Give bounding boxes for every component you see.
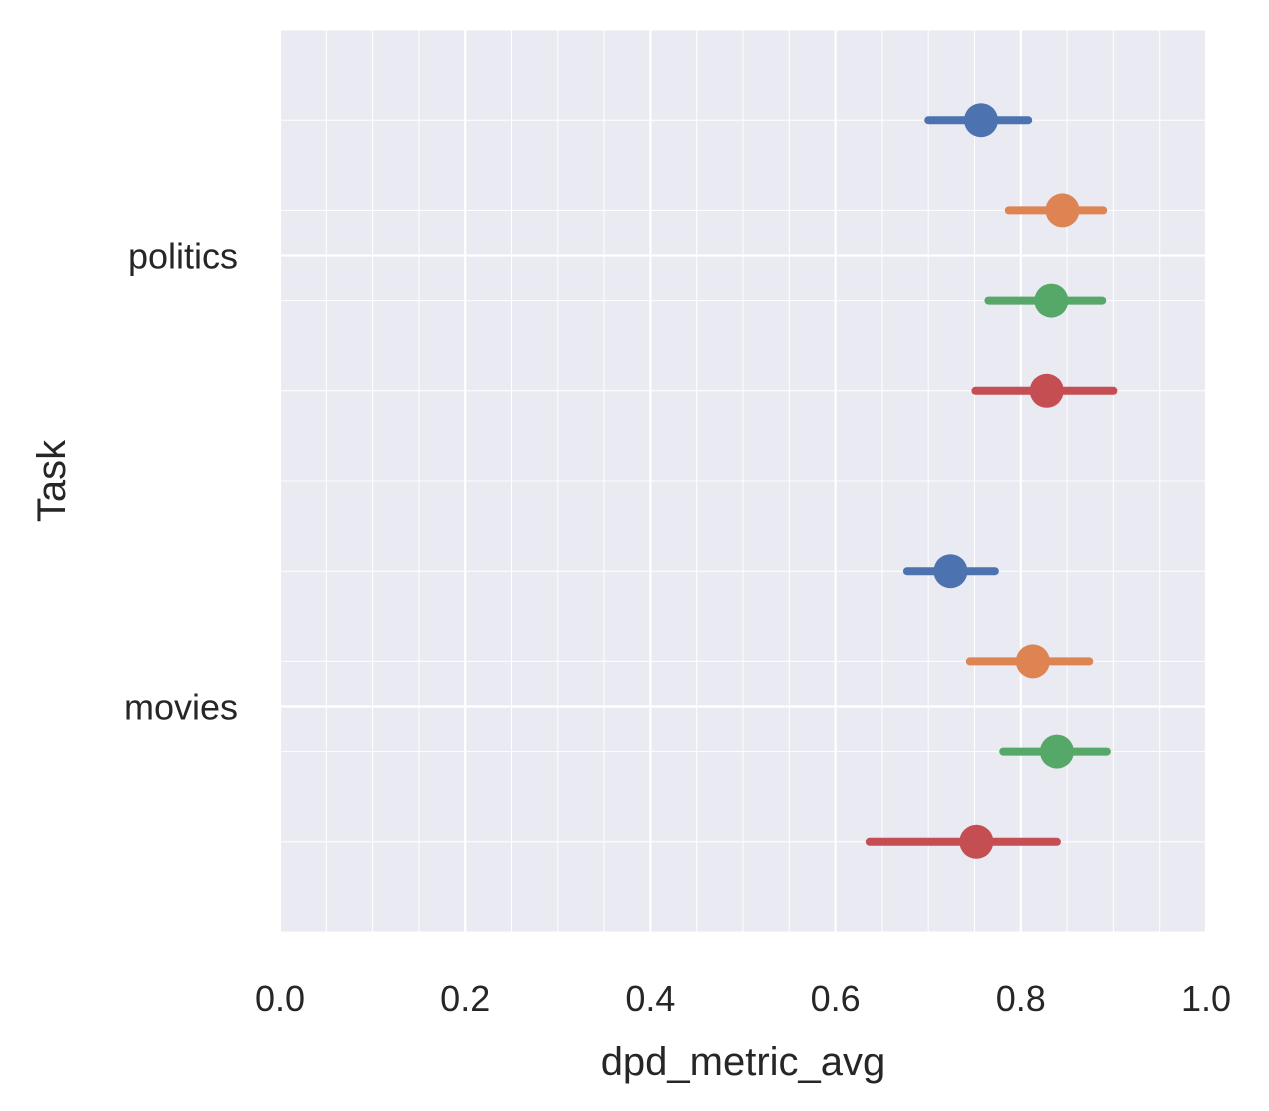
y-axis-label: Task (30, 439, 74, 522)
point-marker (933, 554, 968, 589)
point-marker (959, 824, 994, 859)
point-marker (1039, 734, 1074, 769)
x-tick-label: 0.6 (811, 978, 861, 1019)
y-tick-label: politics (128, 236, 238, 277)
y-tick-label: movies (124, 687, 238, 728)
grid (278, 29, 1208, 933)
x-tick-label: 1.0 (1181, 978, 1231, 1019)
x-tick-label: 0.8 (996, 978, 1046, 1019)
point-marker (1029, 373, 1064, 408)
y-tick-labels: politics movies (124, 236, 238, 728)
point-marker (963, 103, 998, 138)
point-marker (1015, 644, 1050, 679)
data-marks (865, 103, 1118, 859)
x-tick-label: 0.4 (625, 978, 675, 1019)
x-tick-label: 0.2 (440, 978, 490, 1019)
x-tick-labels: 0.0 0.2 0.4 0.6 0.8 1.0 (255, 978, 1231, 1019)
point-marker (1045, 193, 1080, 228)
point-marker (1034, 283, 1069, 318)
x-axis-label: dpd_metric_avg (601, 1040, 886, 1084)
x-tick-label: 0.0 (255, 978, 305, 1019)
